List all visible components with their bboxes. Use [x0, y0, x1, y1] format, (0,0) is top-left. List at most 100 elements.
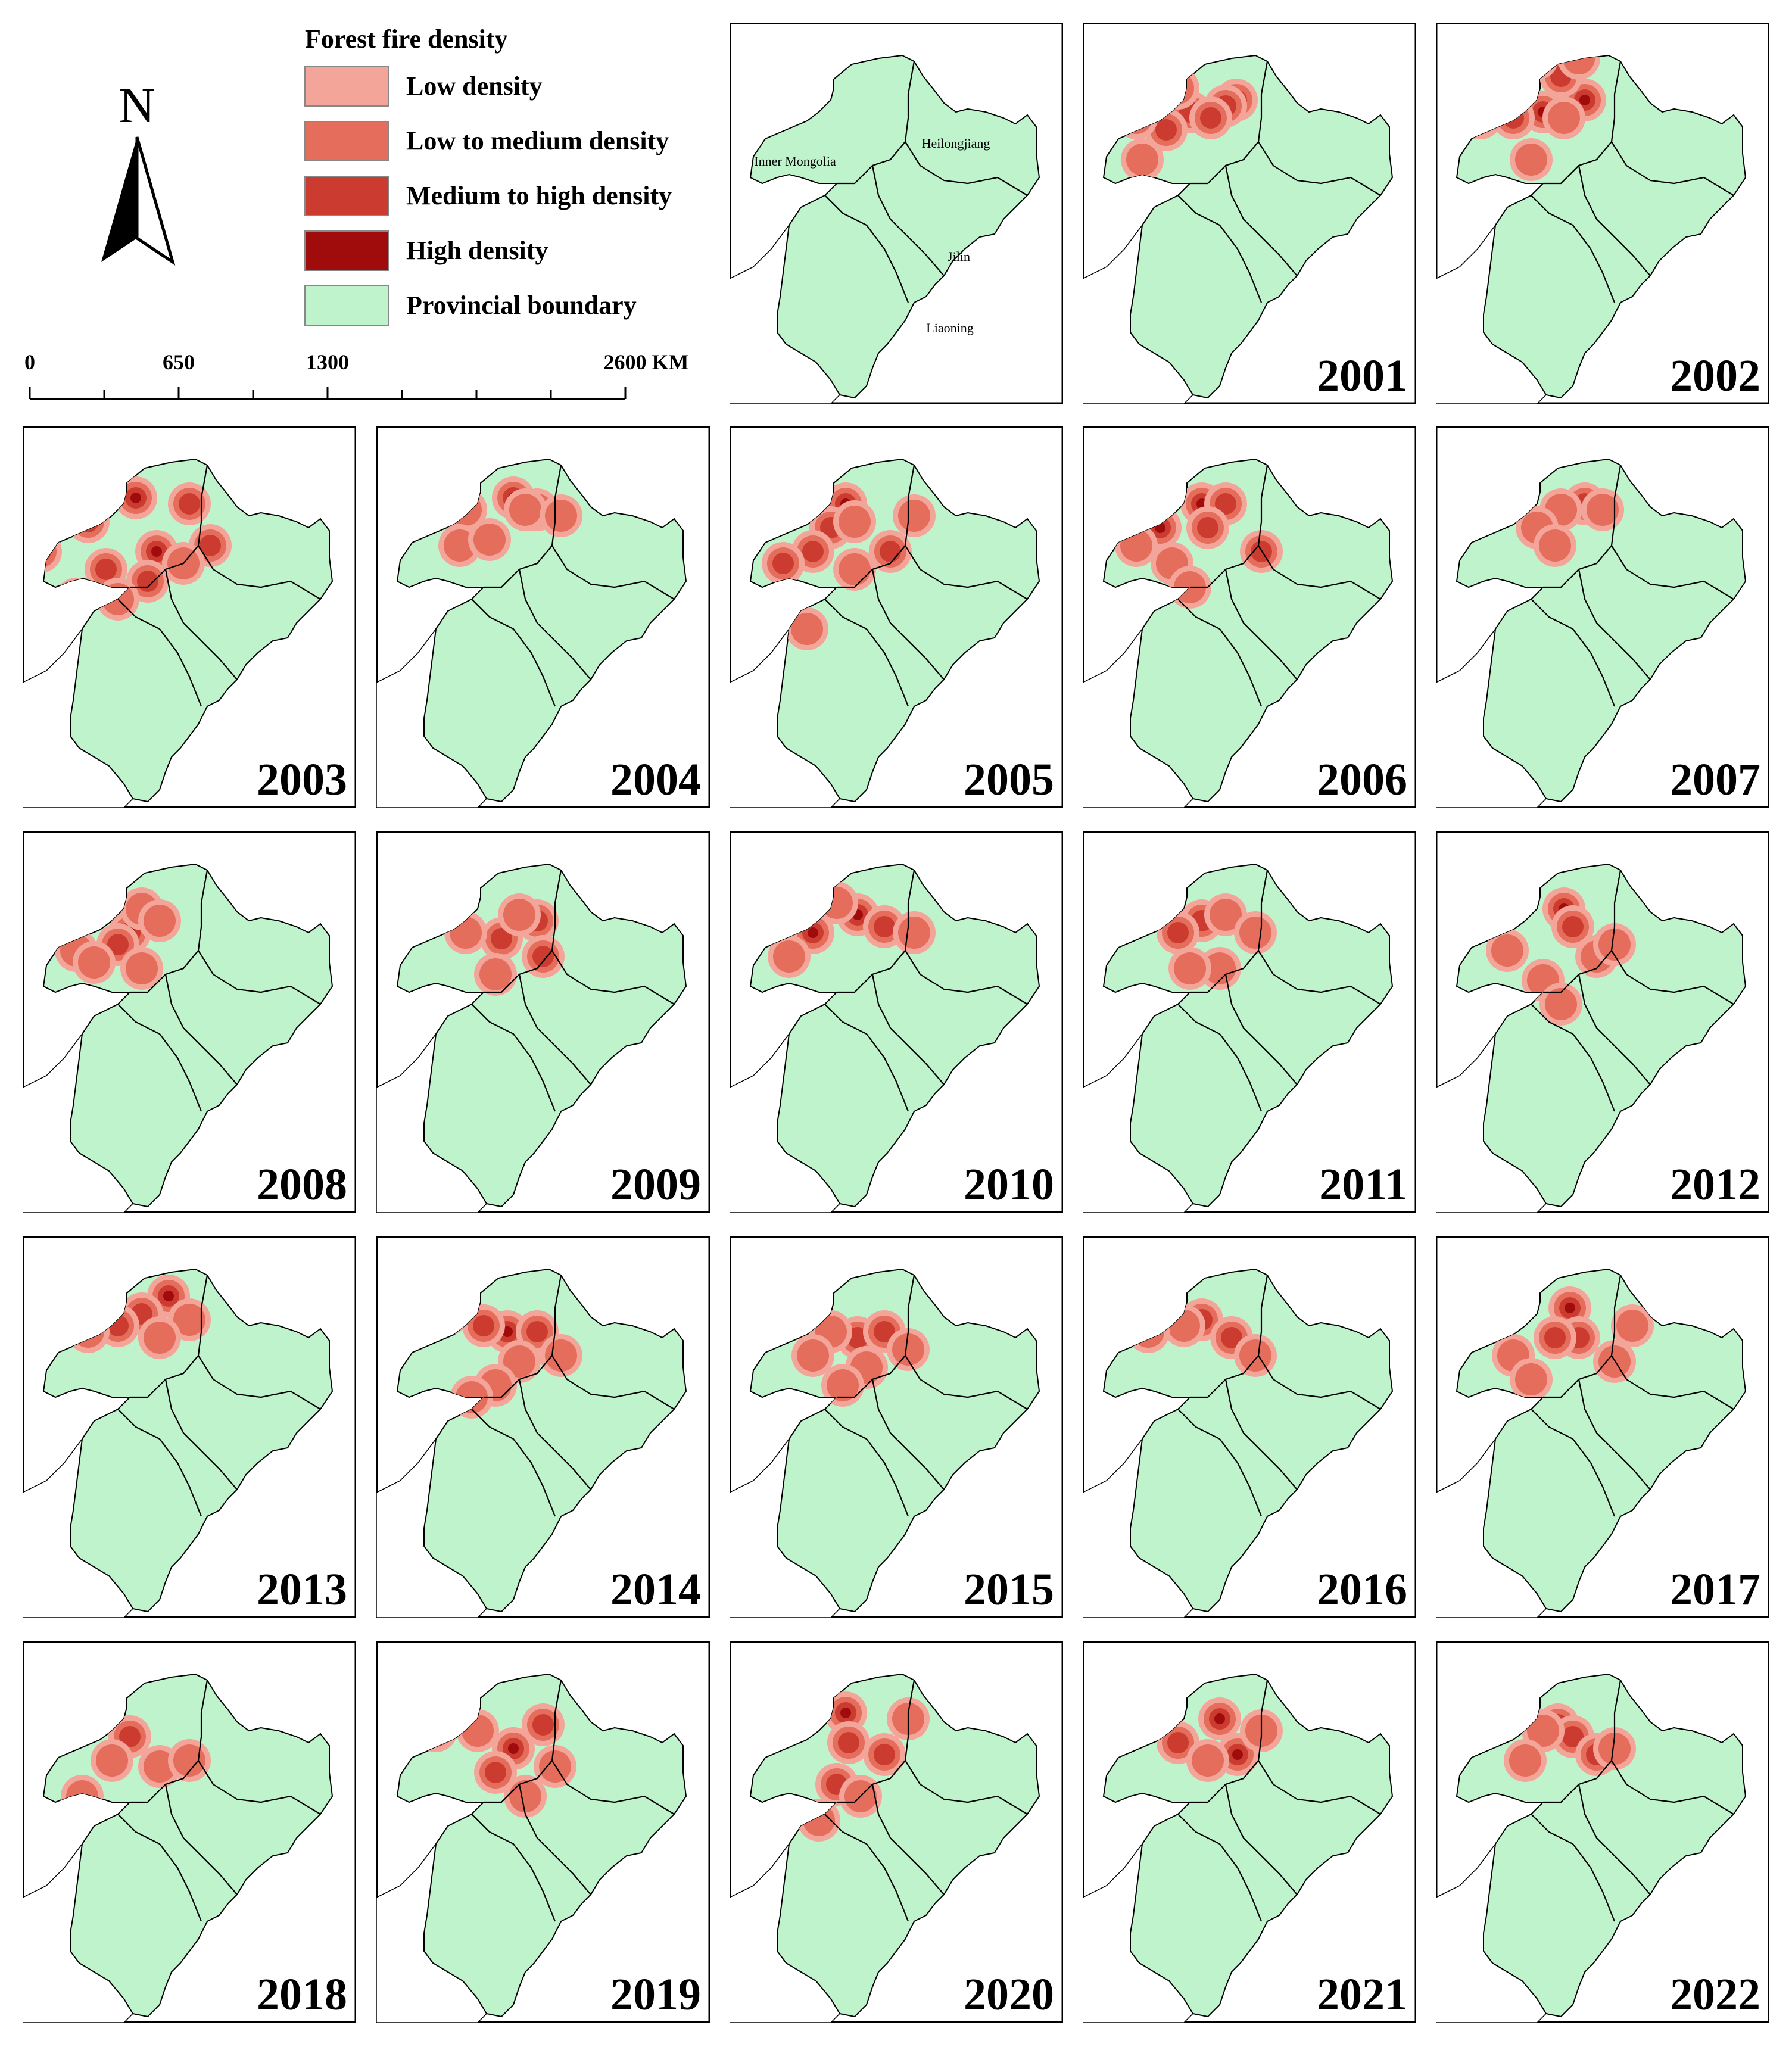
province-border — [1543, 465, 1622, 588]
year-label: 2010 — [964, 1160, 1054, 1210]
province-border — [1611, 1355, 1734, 1410]
fire-density-hotspot — [1210, 899, 1242, 931]
province-border — [824, 1004, 909, 1112]
fire-density-hotspot — [839, 553, 871, 585]
province-border — [1611, 545, 1734, 600]
province-border — [130, 1680, 208, 1803]
fire-density-hotspot — [144, 905, 176, 937]
province-border — [551, 950, 675, 1005]
year-label: 2019 — [610, 1970, 701, 2020]
fire-density-hotspot — [1214, 1713, 1225, 1724]
year-label: 2006 — [1317, 755, 1407, 805]
legend-swatch — [304, 121, 389, 161]
fire-density-hotspot — [1562, 916, 1584, 937]
province-border — [117, 1409, 202, 1517]
legend-swatch — [304, 66, 389, 107]
fire-density-hotspot — [137, 571, 158, 592]
year-label: 2016 — [1317, 1565, 1407, 1615]
map-panel-2002: 2002 — [1436, 23, 1769, 404]
hotspot-layer — [768, 881, 936, 978]
province-border — [164, 1379, 238, 1490]
fire-density-hotspot — [95, 559, 117, 580]
scale-tick-1300: 1300 — [306, 350, 349, 374]
fire-density-hotspot — [173, 1304, 205, 1336]
fire-density-hotspot — [797, 1339, 829, 1372]
fire-density-hotspot — [532, 1714, 554, 1736]
province-border — [1224, 1379, 1298, 1490]
map-panel-2006: 2006 — [1083, 426, 1416, 808]
province-border — [1224, 1784, 1298, 1895]
north-arrow-icon: N — [101, 78, 176, 266]
province-border — [130, 465, 208, 588]
fire-density-hotspot — [163, 1291, 174, 1301]
province-border — [905, 1760, 1028, 1815]
hotspot-layer — [791, 1310, 930, 1407]
fire-density-hotspot — [96, 1744, 128, 1777]
scale-tick-650: 650 — [163, 350, 195, 374]
province-border — [198, 950, 321, 1005]
province-border — [1531, 1814, 1616, 1922]
fire-density-hotspot — [1126, 144, 1158, 176]
province-border — [824, 1814, 909, 1922]
fire-density-hotspot — [880, 541, 901, 562]
fire-density-hotspot — [1587, 494, 1619, 526]
province-label: Inner Mongolia — [754, 154, 836, 169]
year-label: 2020 — [964, 1970, 1054, 2020]
fire-density-hotspot — [791, 613, 823, 645]
map-panel-2007: 2007 — [1436, 426, 1769, 808]
province-border — [1190, 1680, 1269, 1803]
legend-label: High density — [406, 236, 548, 265]
map-panel-2019: 2019 — [376, 1641, 710, 2023]
province-border — [164, 569, 238, 680]
province-border — [1578, 1784, 1651, 1895]
fire-density-hotspot — [1239, 917, 1271, 949]
fire-density-hotspot — [545, 500, 577, 532]
province-border — [1531, 195, 1616, 303]
province-border — [871, 165, 945, 276]
year-label: 2008 — [257, 1160, 347, 1210]
province-border — [518, 1379, 591, 1490]
year-label: 2015 — [964, 1565, 1054, 1615]
fire-density-hotspot — [839, 506, 871, 538]
fire-density-hotspot — [144, 1322, 176, 1354]
province-border — [130, 870, 208, 993]
province-label: Heilongjiang — [922, 136, 990, 151]
province-border — [824, 195, 909, 303]
province-border — [1190, 465, 1269, 588]
map-panel-2001: 2001 — [1083, 23, 1416, 404]
hotspot-layer — [55, 887, 181, 990]
province-border — [471, 599, 556, 707]
legend-area: N Forest fire density Low density Low to … — [0, 0, 721, 417]
fire-density-hotspot — [479, 958, 512, 990]
province-border — [1531, 599, 1616, 707]
province-border — [484, 870, 562, 993]
map-panel-2020: 2020 — [730, 1641, 1063, 2023]
province-border — [1611, 1760, 1734, 1815]
province-border — [871, 569, 945, 680]
fire-density-hotspot — [503, 899, 535, 931]
fire-density-hotspot — [1545, 988, 1577, 1020]
legend-swatch — [304, 285, 389, 326]
fire-density-hotspot — [503, 1345, 535, 1378]
year-label: 2014 — [610, 1565, 701, 1615]
map-panel-2012: 2012 — [1436, 831, 1769, 1213]
year-label: 2012 — [1670, 1160, 1760, 1210]
fire-density-hotspot — [898, 500, 930, 532]
province-border — [837, 61, 915, 185]
fire-density-hotspot — [1539, 529, 1571, 562]
province-border — [837, 465, 915, 588]
fire-density-hotspot — [838, 1732, 859, 1753]
scale-tick-0: 0 — [24, 350, 35, 374]
map-panel-2010: 2010 — [730, 831, 1063, 1213]
province-border — [198, 1355, 321, 1410]
fire-density-hotspot — [772, 553, 794, 574]
fire-density-hotspot — [1197, 517, 1218, 538]
province-border — [471, 1409, 556, 1517]
province-border — [1224, 569, 1298, 680]
fire-density-hotspot — [874, 1321, 895, 1342]
fire-density-hotspot — [126, 952, 158, 984]
legend-swatch — [304, 176, 389, 216]
province-border — [1258, 1760, 1381, 1815]
province-border — [871, 1379, 945, 1490]
north-label: N — [119, 78, 155, 133]
